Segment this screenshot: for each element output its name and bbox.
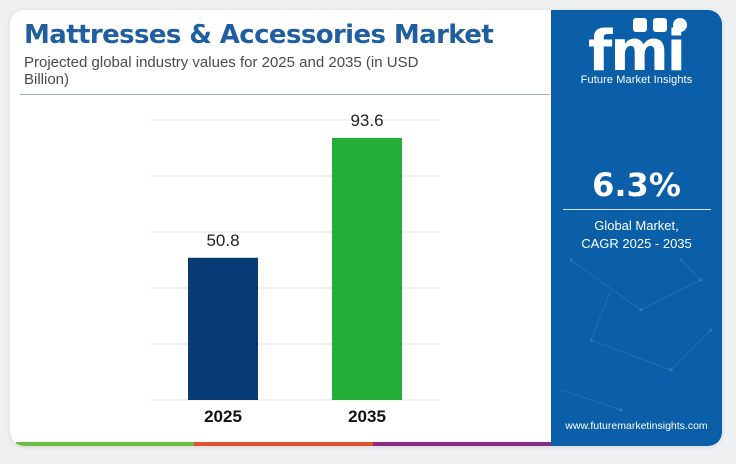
data-label-2025: 50.8 xyxy=(206,231,239,250)
title-divider xyxy=(20,94,550,95)
logo-caption: Future Market Insights xyxy=(580,74,693,86)
logo-globe-icon xyxy=(673,18,687,32)
cagr-label-line2: CAGR 2025 - 2035 xyxy=(581,236,692,251)
bar-2025 xyxy=(188,257,258,400)
bar-2035 xyxy=(332,137,402,401)
fmi-logo: fmi xyxy=(588,18,687,84)
website-link[interactable]: www.futuremarketinsights.com xyxy=(565,420,708,432)
chart-subtitle: Projected global industry values for 202… xyxy=(24,54,419,88)
infographic-card: Mattresses & Accessories Market Projecte… xyxy=(10,10,722,446)
stripe-green xyxy=(16,442,195,446)
x-tick-label-2035: 2035 xyxy=(348,407,386,426)
cagr-label-line1: Global Market, xyxy=(594,218,679,233)
chart-title: Mattresses & Accessories Market xyxy=(24,20,494,50)
color-stripe xyxy=(16,442,551,446)
sidebar-panel: fmi Future Market Insights 6.3% Global M… xyxy=(551,10,722,446)
background-texture xyxy=(560,258,713,412)
cagr-value: 6.3% xyxy=(592,166,681,204)
cagr-label: Global Market, CAGR 2025 - 2035 xyxy=(551,217,722,253)
chart-panel: Mattresses & Accessories Market Projecte… xyxy=(10,10,551,446)
logo-person-icon xyxy=(653,18,667,32)
stripe-purple xyxy=(372,442,551,446)
bar-chart: 50.8 2025 93.6 2035 xyxy=(150,111,440,426)
logo-chart-icon xyxy=(633,18,647,32)
data-label-2035: 93.6 xyxy=(350,111,383,130)
x-tick-label-2025: 2025 xyxy=(204,407,242,426)
cagr-divider xyxy=(563,209,711,210)
stripe-orange xyxy=(194,442,373,446)
